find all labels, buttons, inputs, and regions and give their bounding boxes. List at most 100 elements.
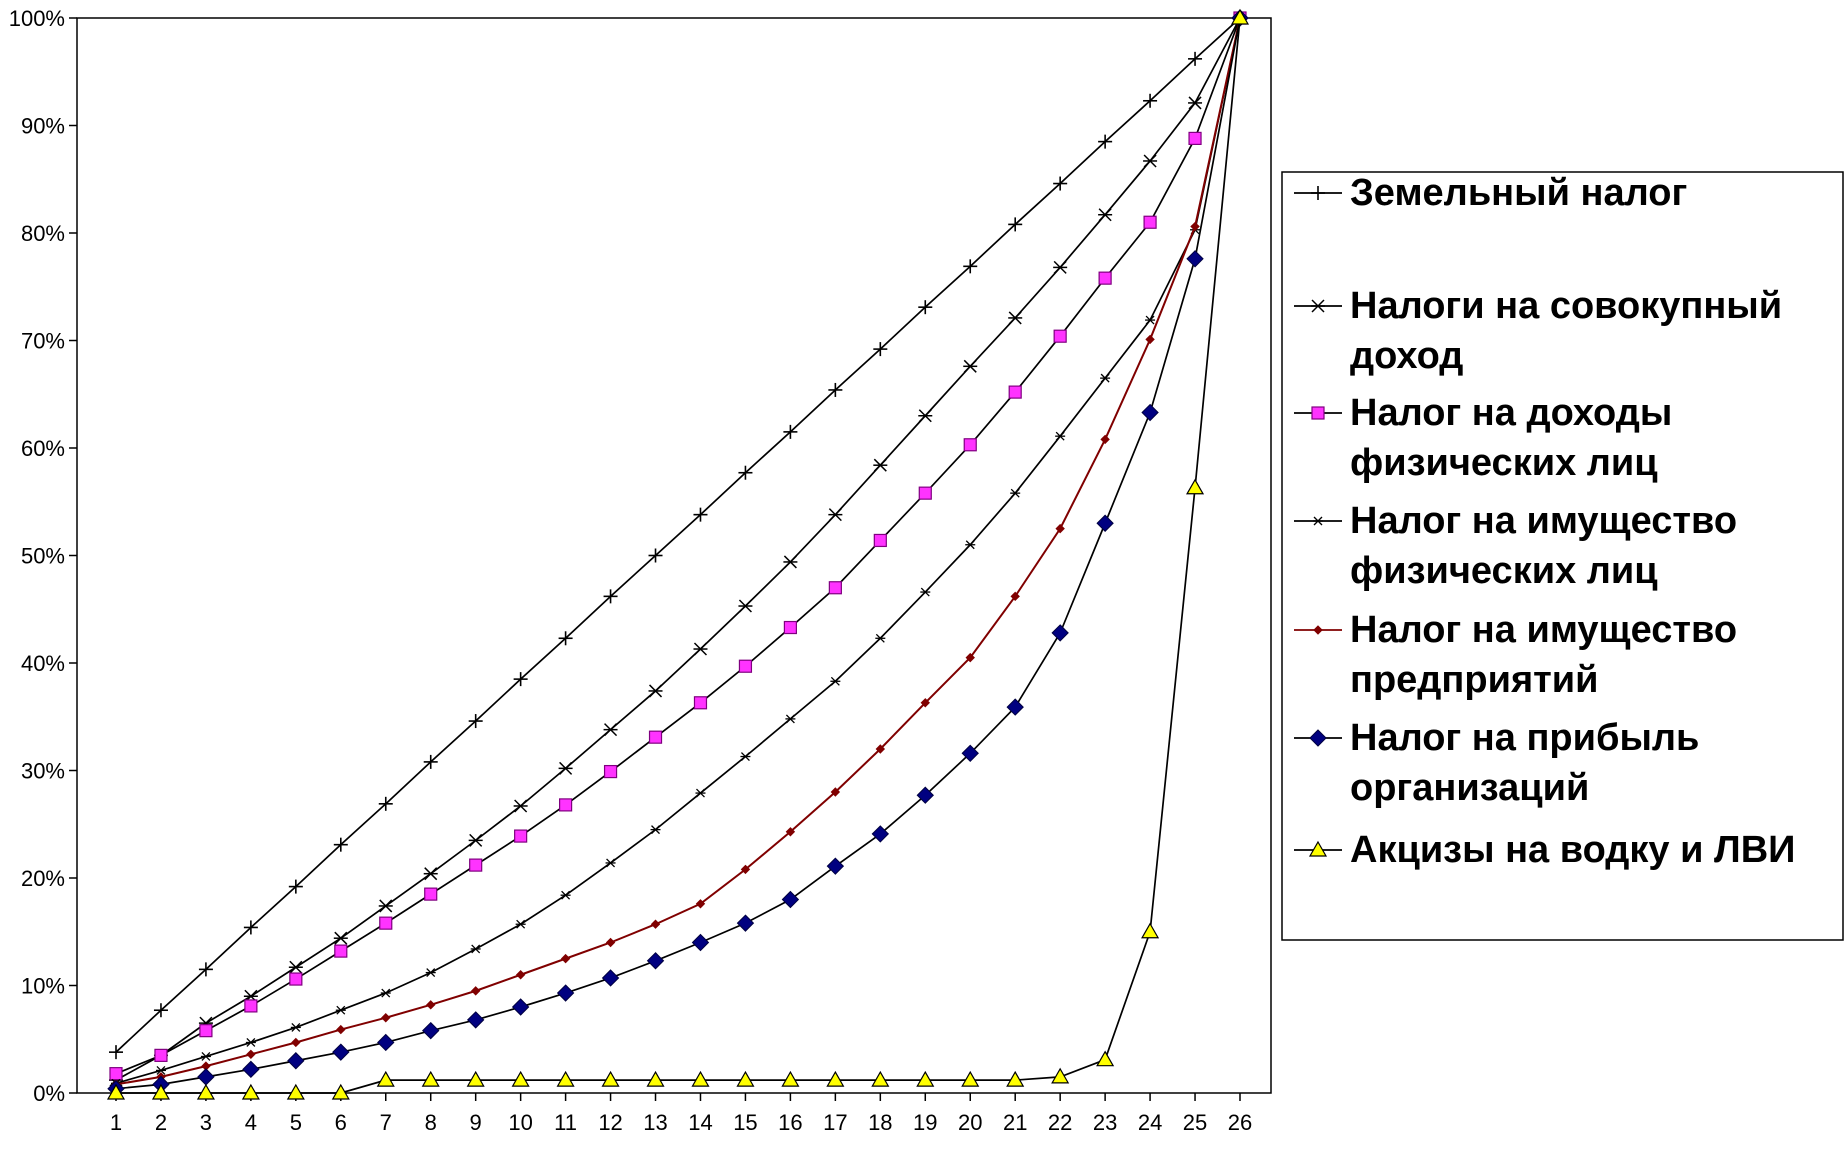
data-point [560,890,571,900]
marker-shape [1006,1070,1025,1087]
data-point [515,919,526,929]
data-point [695,788,706,798]
x-tick-label: 1 [110,1110,122,1135]
marker-shape [106,1083,126,1100]
data-point [378,899,393,913]
marker-shape [151,1083,170,1100]
y-tick-label: 90% [21,114,65,139]
data-point [246,1049,256,1060]
marker-shape [1100,434,1110,445]
marker-shape [1055,523,1065,534]
data-point [826,1070,845,1087]
data-point [468,833,483,847]
data-point [1096,1050,1115,1067]
data-point [379,916,393,930]
data-point [1100,373,1111,383]
data-point [377,1033,395,1052]
data-point [875,633,886,643]
y-tick-label: 10% [21,974,65,999]
data-point [1006,1070,1025,1087]
x-tick-label: 24 [1138,1110,1162,1135]
marker-shape [242,1060,260,1079]
legend-label: Налог на доходы [1350,392,1672,434]
marker-shape [695,899,706,909]
data-point [871,1070,890,1087]
data-point [1143,154,1158,168]
marker-shape [1186,478,1205,495]
data-point [648,548,663,563]
x-tick-label: 2 [155,1110,167,1135]
data-point [1010,591,1020,602]
marker-shape [379,916,393,930]
marker-shape [691,1070,710,1087]
marker-shape [154,1048,168,1062]
marker-shape [466,1011,485,1029]
data-point [511,1070,530,1087]
marker-shape [286,1083,305,1100]
data-point [288,960,303,974]
marker-shape [422,1021,440,1040]
data-point [331,1083,350,1100]
legend-frame [1281,171,1844,941]
marker-shape [601,1070,620,1087]
marker-shape [381,1013,391,1023]
data-point [334,944,348,958]
data-point [336,1024,346,1035]
data-point [738,599,753,613]
marker-shape [1051,624,1069,642]
marker-shape [1098,271,1112,285]
marker-shape [916,786,934,804]
data-point [781,890,800,909]
data-point [828,581,842,595]
data-point [650,919,661,929]
data-point [691,933,710,952]
data-point [1143,93,1158,108]
legend-entry: Налог на доходы физических лиц [1294,392,1672,484]
data-point [243,920,258,935]
data-point [830,787,841,797]
data-point [736,914,755,932]
data-point [1100,434,1110,445]
data-point [918,300,933,315]
marker-shape [783,620,798,635]
data-point [1008,385,1022,399]
marker-shape [871,825,890,843]
data-point [873,342,888,357]
data-point [200,1051,211,1061]
x-tick-label: 5 [290,1110,302,1135]
marker-shape [334,944,348,958]
marker-shape [781,1070,800,1087]
data-point [151,1083,170,1100]
data-point [695,899,706,909]
marker-shape [603,764,618,779]
data-point [961,1070,980,1087]
data-point [783,555,798,569]
legend-swatch-marker [1313,625,1323,635]
data-point [380,988,391,998]
marker-shape [246,1049,256,1060]
data-point [1098,134,1113,149]
x-tick-label: 11 [554,1110,577,1135]
marker-shape [736,914,755,932]
data-point [693,696,708,710]
data-point [197,1068,215,1086]
marker-shape [1010,591,1020,602]
data-point [290,1022,301,1032]
data-point [153,1003,168,1018]
data-point [916,1070,935,1087]
data-point [1188,51,1203,66]
legend-label: предприятий [1350,659,1598,701]
data-point [873,458,888,472]
data-point [1141,922,1160,939]
y-tick-label: 60% [21,436,65,461]
data-point [511,998,530,1016]
series-2 [109,11,1247,1087]
data-point [556,984,575,1002]
x-tick-label: 13 [643,1110,667,1135]
data-point [603,589,618,604]
series-5 [111,13,1245,1090]
marker-shape [830,787,841,797]
marker-shape [781,890,800,909]
x-tick-label: 16 [778,1110,802,1135]
data-point [558,798,573,812]
